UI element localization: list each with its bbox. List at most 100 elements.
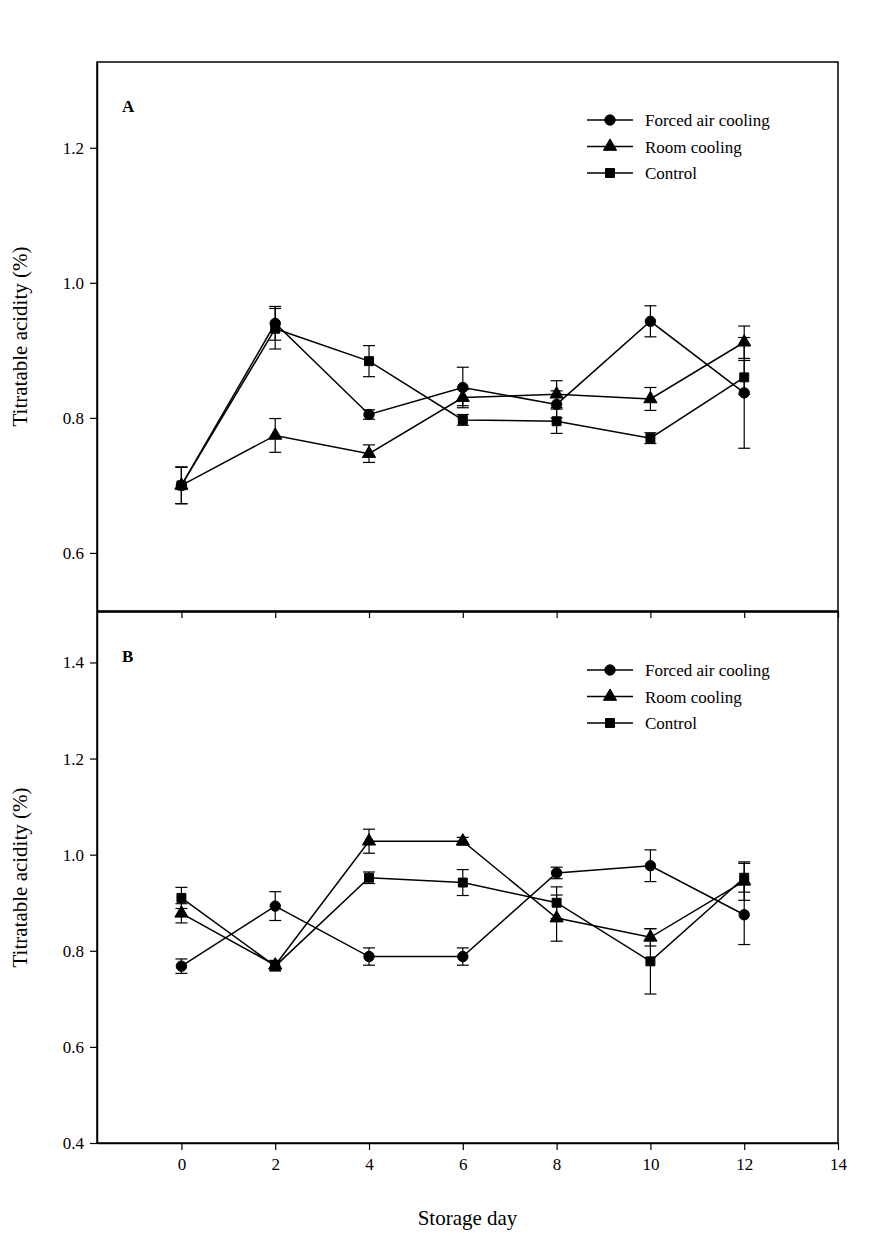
y-axis: 0.40.60.81.01.21.4	[63, 613, 98, 1153]
error-bar	[175, 467, 187, 503]
error-cap	[363, 883, 375, 884]
error-cap	[175, 467, 187, 468]
error-bar	[644, 306, 656, 337]
y-tick: 1.0	[63, 846, 97, 865]
y-tick-mark	[90, 951, 97, 952]
error-cap	[363, 462, 375, 463]
error-cap	[175, 887, 187, 888]
marker	[365, 357, 374, 366]
legend-label: Control	[645, 164, 697, 183]
marker	[740, 873, 749, 882]
marker	[269, 428, 282, 439]
error-cap	[457, 407, 469, 408]
error-bar	[644, 387, 656, 410]
error-cap	[175, 467, 187, 468]
error-cap	[551, 433, 563, 434]
error-bar	[457, 414, 469, 425]
x-axis: 02468101214	[98, 1143, 848, 1174]
error-bar	[269, 960, 281, 970]
error-cap	[644, 993, 656, 994]
error-cap	[738, 360, 750, 361]
error-cap	[363, 376, 375, 377]
x-tick-mark	[650, 1143, 651, 1150]
x-axis-title: Storage day	[418, 1206, 518, 1230]
error-cap	[738, 358, 750, 359]
y-tick: 0.8	[63, 942, 97, 961]
x-tick: 14	[830, 1143, 848, 1174]
legend-label: Forced air cooling	[645, 661, 770, 680]
x-tick-mark	[275, 1143, 276, 1150]
marker	[458, 951, 468, 961]
error-cap	[363, 947, 375, 948]
legend-label: Room cooling	[645, 138, 742, 157]
error-cap	[269, 308, 281, 309]
legend: Forced air cooling Room cooling Control	[587, 111, 770, 183]
error-cap	[644, 928, 656, 929]
error-cap	[644, 928, 656, 929]
marker	[456, 834, 469, 845]
y-tick: 0.6	[63, 1038, 97, 1057]
legend-item: Forced air cooling	[587, 111, 770, 130]
legend-marker	[605, 115, 615, 125]
panel: 0.60.81.01.2ATitratable acidity (%)Force…	[8, 62, 839, 618]
legend-marker	[603, 139, 616, 150]
x-tick-mark	[463, 1143, 464, 1150]
y-tick-label: 0.8	[63, 942, 84, 961]
error-cap	[738, 325, 750, 326]
x-tick: 4	[365, 1143, 374, 1174]
error-cap	[738, 394, 750, 395]
error-cap	[644, 881, 656, 882]
marker	[739, 910, 749, 920]
y-axis-line	[97, 613, 99, 1144]
x-axis-line	[98, 1143, 839, 1145]
error-cap	[551, 380, 563, 381]
error-cap	[738, 448, 750, 449]
x-tick-mark	[369, 1143, 370, 1150]
error-bar	[363, 445, 375, 463]
error-bar	[457, 390, 469, 406]
error-bar	[551, 381, 563, 408]
y-tick-label: 0.6	[63, 544, 84, 563]
x-tick: 6	[459, 1143, 468, 1174]
x-tick-label: 0	[178, 1155, 187, 1174]
y-tick-mark	[90, 1047, 97, 1048]
y-tick-mark	[90, 148, 97, 149]
error-cap	[457, 405, 469, 406]
y-tick-mark	[90, 758, 97, 759]
error-bar	[269, 961, 281, 971]
y-tick: 1.0	[63, 274, 97, 293]
error-cap	[269, 348, 281, 349]
panel-label: B	[122, 647, 133, 666]
y-tick: 1.4	[63, 653, 97, 672]
legend-marker	[605, 665, 615, 675]
error-cap	[363, 853, 375, 854]
x-tick-label: 2	[271, 1155, 280, 1174]
error-bar	[457, 870, 469, 896]
x-tick: 10	[642, 1143, 659, 1174]
y-tick-mark	[90, 283, 97, 284]
x-tick: 2	[271, 1143, 280, 1174]
legend-marker	[606, 169, 615, 178]
error-cap	[551, 886, 563, 887]
marker	[550, 387, 563, 398]
marker	[552, 417, 561, 426]
legend: Forced air coolingRoom coolingControl	[587, 661, 770, 733]
error-bar	[551, 409, 563, 433]
y-tick-label: 1.0	[63, 846, 84, 865]
data-layer	[175, 306, 751, 504]
error-bar	[551, 867, 563, 879]
marker	[364, 409, 374, 419]
marker	[362, 834, 375, 845]
marker	[271, 324, 280, 333]
error-cap	[363, 871, 375, 872]
marker	[458, 415, 467, 424]
y-tick-mark	[90, 662, 97, 663]
legend-item: Control	[587, 714, 697, 733]
error-cap	[269, 920, 281, 921]
x-tick-label: 14	[830, 1155, 848, 1174]
error-cap	[644, 305, 656, 306]
marker	[740, 373, 749, 382]
marker	[271, 962, 280, 971]
plot-frame	[97, 612, 838, 1143]
error-bar	[551, 895, 563, 941]
